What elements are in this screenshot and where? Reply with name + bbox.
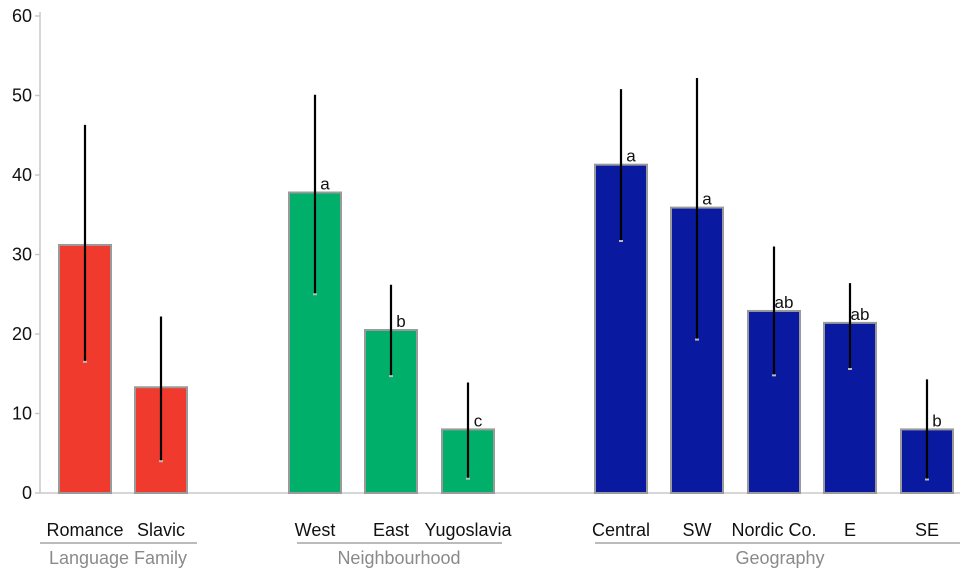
- significance-letter: ab: [775, 293, 794, 312]
- category-label: Nordic Co.: [731, 520, 816, 540]
- category-label: West: [295, 520, 336, 540]
- significance-letter: a: [320, 174, 330, 193]
- y-tick-label: 60: [12, 6, 32, 26]
- significance-letter: b: [932, 411, 941, 430]
- group-label: Neighbourhood: [337, 548, 460, 568]
- significance-letter: a: [702, 190, 712, 209]
- y-tick-label: 0: [22, 483, 32, 503]
- y-tick-label: 30: [12, 245, 32, 265]
- category-label: SW: [683, 520, 712, 540]
- category-label: Slavic: [137, 520, 185, 540]
- y-tick-label: 40: [12, 165, 32, 185]
- y-tick-label: 20: [12, 324, 32, 344]
- group-label: Geography: [735, 548, 824, 568]
- category-label: East: [373, 520, 409, 540]
- category-label: Yugoslavia: [424, 520, 512, 540]
- group-label: Language Family: [49, 548, 187, 568]
- y-tick-label: 50: [12, 86, 32, 106]
- bar-sw: [670, 206, 724, 494]
- significance-letter: a: [626, 147, 636, 166]
- significance-letter: ab: [851, 305, 870, 324]
- category-label: SE: [915, 520, 939, 540]
- category-label: Romance: [46, 520, 123, 540]
- category-label: Central: [592, 520, 650, 540]
- category-label: E: [844, 520, 856, 540]
- y-tick-label: 10: [12, 404, 32, 424]
- significance-letter: c: [474, 411, 483, 430]
- significance-letter: b: [396, 312, 405, 331]
